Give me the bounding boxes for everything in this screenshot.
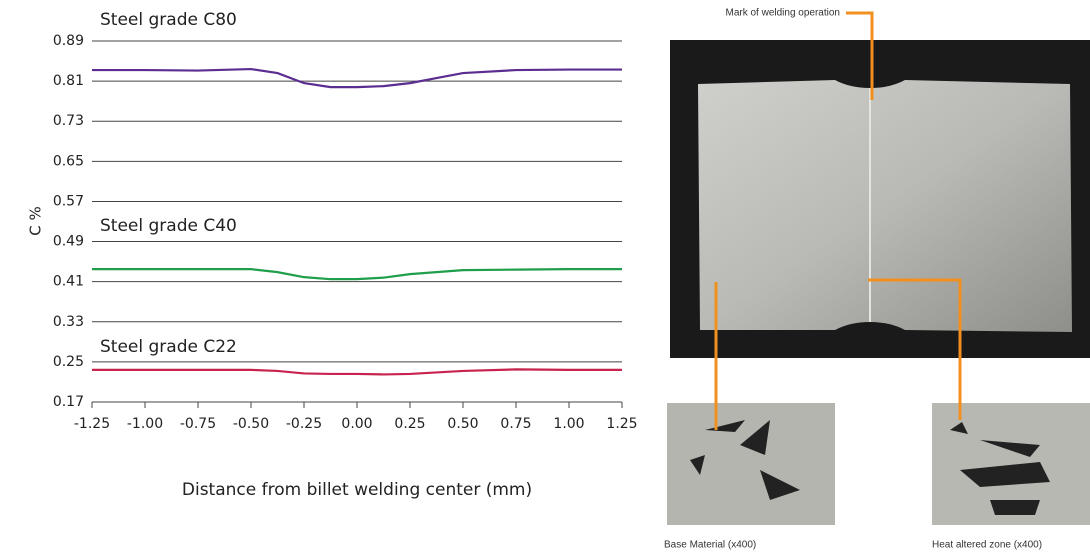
y-tick-label: 0.65 xyxy=(53,153,84,169)
x-tick-label: -0.75 xyxy=(180,416,216,432)
y-tick-label: 0.49 xyxy=(53,234,84,250)
x-axis-label: Distance from billet welding center (mm) xyxy=(182,480,532,500)
x-tick-label: 1.00 xyxy=(553,416,584,432)
x-tick-label: -1.00 xyxy=(127,416,163,432)
x-tick-label: 0.75 xyxy=(500,416,531,432)
y-tick-label: 0.25 xyxy=(53,354,84,370)
x-tick-label: 0.25 xyxy=(394,416,425,432)
y-tick-label: 0.89 xyxy=(53,33,84,49)
series-line xyxy=(92,369,622,374)
photo-caption: Heat altered zone (x400) xyxy=(932,540,1042,551)
x-tick-label: 0.00 xyxy=(341,416,372,432)
photo xyxy=(667,13,1090,525)
y-tick-label: 0.17 xyxy=(53,394,84,410)
y-tick-label: 0.81 xyxy=(53,73,84,89)
y-tick-label: 0.57 xyxy=(53,193,84,209)
photo-caption: Mark of welding operation xyxy=(725,8,840,19)
series-line xyxy=(92,269,622,279)
page: C % Distance from billet welding center … xyxy=(0,0,1090,556)
x-tick-label: -0.25 xyxy=(286,416,322,432)
x-tick-label: -0.50 xyxy=(233,416,269,432)
x-tick-label: 1.25 xyxy=(606,416,637,432)
series-label: Steel grade C40 xyxy=(100,216,237,236)
series-label: Steel grade C80 xyxy=(100,10,237,30)
x-tick-label: -1.25 xyxy=(74,416,110,432)
photo-caption: Base Material (x400) xyxy=(664,540,756,551)
y-tick-label: 0.33 xyxy=(53,314,84,330)
series-line xyxy=(92,69,622,87)
x-tick-label: 0.50 xyxy=(447,416,478,432)
series-label: Steel grade C22 xyxy=(100,337,237,357)
y-tick-label: 0.41 xyxy=(53,274,84,290)
y-tick-label: 0.73 xyxy=(53,113,84,129)
y-axis-label: C % xyxy=(27,206,45,236)
